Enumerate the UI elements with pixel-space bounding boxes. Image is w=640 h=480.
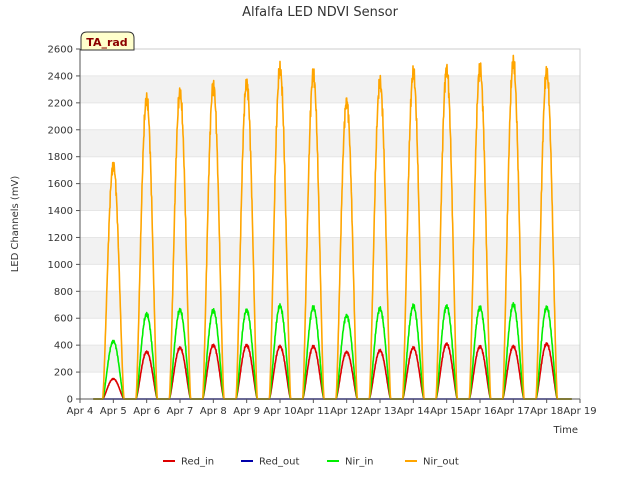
x-tick-label: Apr 17 xyxy=(497,406,530,417)
plot-background-bands xyxy=(80,48,580,400)
y-tick-label: 800 xyxy=(54,287,73,298)
legend-item-red-out: Red_out xyxy=(241,457,299,468)
x-tick-label: Apr 5 xyxy=(100,406,127,417)
x-tick-label: Apr 14 xyxy=(397,406,430,417)
legend-item-red-in: Red_in xyxy=(163,457,214,468)
legend-item-nir-in: Nir_in xyxy=(327,457,374,468)
x-tick-label: Apr 11 xyxy=(297,406,330,417)
ta-rad-badge: TA_rad xyxy=(80,31,135,51)
grid-band xyxy=(80,291,580,319)
y-axis-ticks: 0 200 400 600 800 1000 1200 1400 1600 1800 2000 220… xyxy=(48,45,80,406)
x-tick-label: Apr 6 xyxy=(133,406,160,417)
grid-band xyxy=(80,129,580,157)
grid-band xyxy=(80,237,580,265)
x-tick-label: Apr 18 xyxy=(530,406,563,417)
x-tick-label: Apr 7 xyxy=(167,406,194,417)
y-tick-label: 200 xyxy=(54,368,73,379)
x-tick-label: Apr 12 xyxy=(330,406,363,417)
y-tick-label: 1400 xyxy=(48,206,73,217)
x-axis-ticks: Apr 4 Apr 5 Apr 6 Apr 7 Apr 8 Apr 9 Apr 10 Apr … xyxy=(67,399,597,417)
x-tick-label: Apr 19 xyxy=(563,406,596,417)
x-tick-label: Apr 8 xyxy=(200,406,227,417)
grid-band xyxy=(80,183,580,211)
y-axis-label: LED Channels (mV) xyxy=(10,176,21,273)
y-tick-label: 1200 xyxy=(48,233,73,244)
legend-item-nir-out: Nir_out xyxy=(405,457,459,468)
x-tick-label: Apr 13 xyxy=(363,406,396,417)
y-tick-label: 0 xyxy=(67,395,73,406)
x-tick-label: Apr 16 xyxy=(463,406,496,417)
x-tick-label: Apr 15 xyxy=(430,406,463,417)
grid-band xyxy=(80,75,580,103)
y-tick-label: 600 xyxy=(54,314,73,325)
x-tick-label: Apr 9 xyxy=(233,406,260,417)
y-tick-label: 2000 xyxy=(48,125,73,136)
legend-label: Red_out xyxy=(259,457,299,468)
y-tick-label: 400 xyxy=(54,341,73,352)
chart-title: Alfalfa LED NDVI Sensor xyxy=(242,5,399,20)
y-tick-label: 1800 xyxy=(48,152,73,163)
x-tick-label: Apr 10 xyxy=(263,406,296,417)
annotation-label: TA_rad xyxy=(86,36,127,49)
axes xyxy=(79,48,581,400)
y-tick-label: 2400 xyxy=(48,71,73,82)
y-tick-label: 2600 xyxy=(48,45,73,56)
legend-label: Red_in xyxy=(181,457,214,468)
y-tick-label: 1000 xyxy=(48,260,73,271)
legend-label: Nir_in xyxy=(345,457,374,468)
y-tick-label: 1600 xyxy=(48,179,73,190)
grid-band xyxy=(80,345,580,373)
legend: Red_in Red_out Nir_in Nir_out xyxy=(163,457,459,468)
y-tick-label: 2200 xyxy=(48,98,73,109)
legend-label: Nir_out xyxy=(423,457,459,468)
x-axis-label: Time xyxy=(553,425,578,436)
x-tick-label: Apr 4 xyxy=(67,406,94,417)
